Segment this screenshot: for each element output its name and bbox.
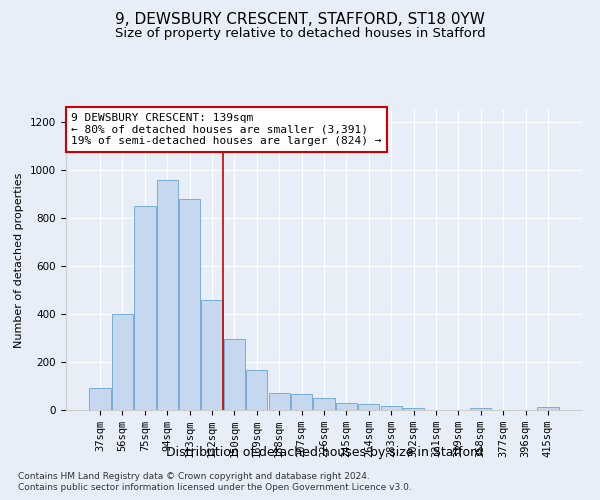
Bar [134,206,155,410]
Y-axis label: Number of detached properties: Number of detached properties [14,172,25,348]
Text: 9, DEWSBURY CRESCENT, STAFFORD, ST18 0YW: 9, DEWSBURY CRESCENT, STAFFORD, ST18 0YW [115,12,485,28]
Bar [157,180,178,410]
Bar [537,407,559,410]
Bar [246,370,268,410]
Bar [291,394,312,410]
Bar [470,408,491,410]
Bar [112,314,133,410]
Text: Size of property relative to detached houses in Stafford: Size of property relative to detached ho… [115,28,485,40]
Bar [380,406,402,410]
Bar [403,408,424,410]
Bar [269,393,290,410]
Bar [202,300,223,410]
Bar [224,339,245,410]
Text: 9 DEWSBURY CRESCENT: 139sqm
← 80% of detached houses are smaller (3,391)
19% of : 9 DEWSBURY CRESCENT: 139sqm ← 80% of det… [71,113,382,146]
Text: Distribution of detached houses by size in Stafford: Distribution of detached houses by size … [166,446,482,459]
Text: Contains HM Land Registry data © Crown copyright and database right 2024.: Contains HM Land Registry data © Crown c… [18,472,370,481]
Bar [313,398,335,410]
Text: Contains public sector information licensed under the Open Government Licence v3: Contains public sector information licen… [18,484,412,492]
Bar [358,404,379,410]
Bar [179,199,200,410]
Bar [336,403,357,410]
Bar [89,388,111,410]
